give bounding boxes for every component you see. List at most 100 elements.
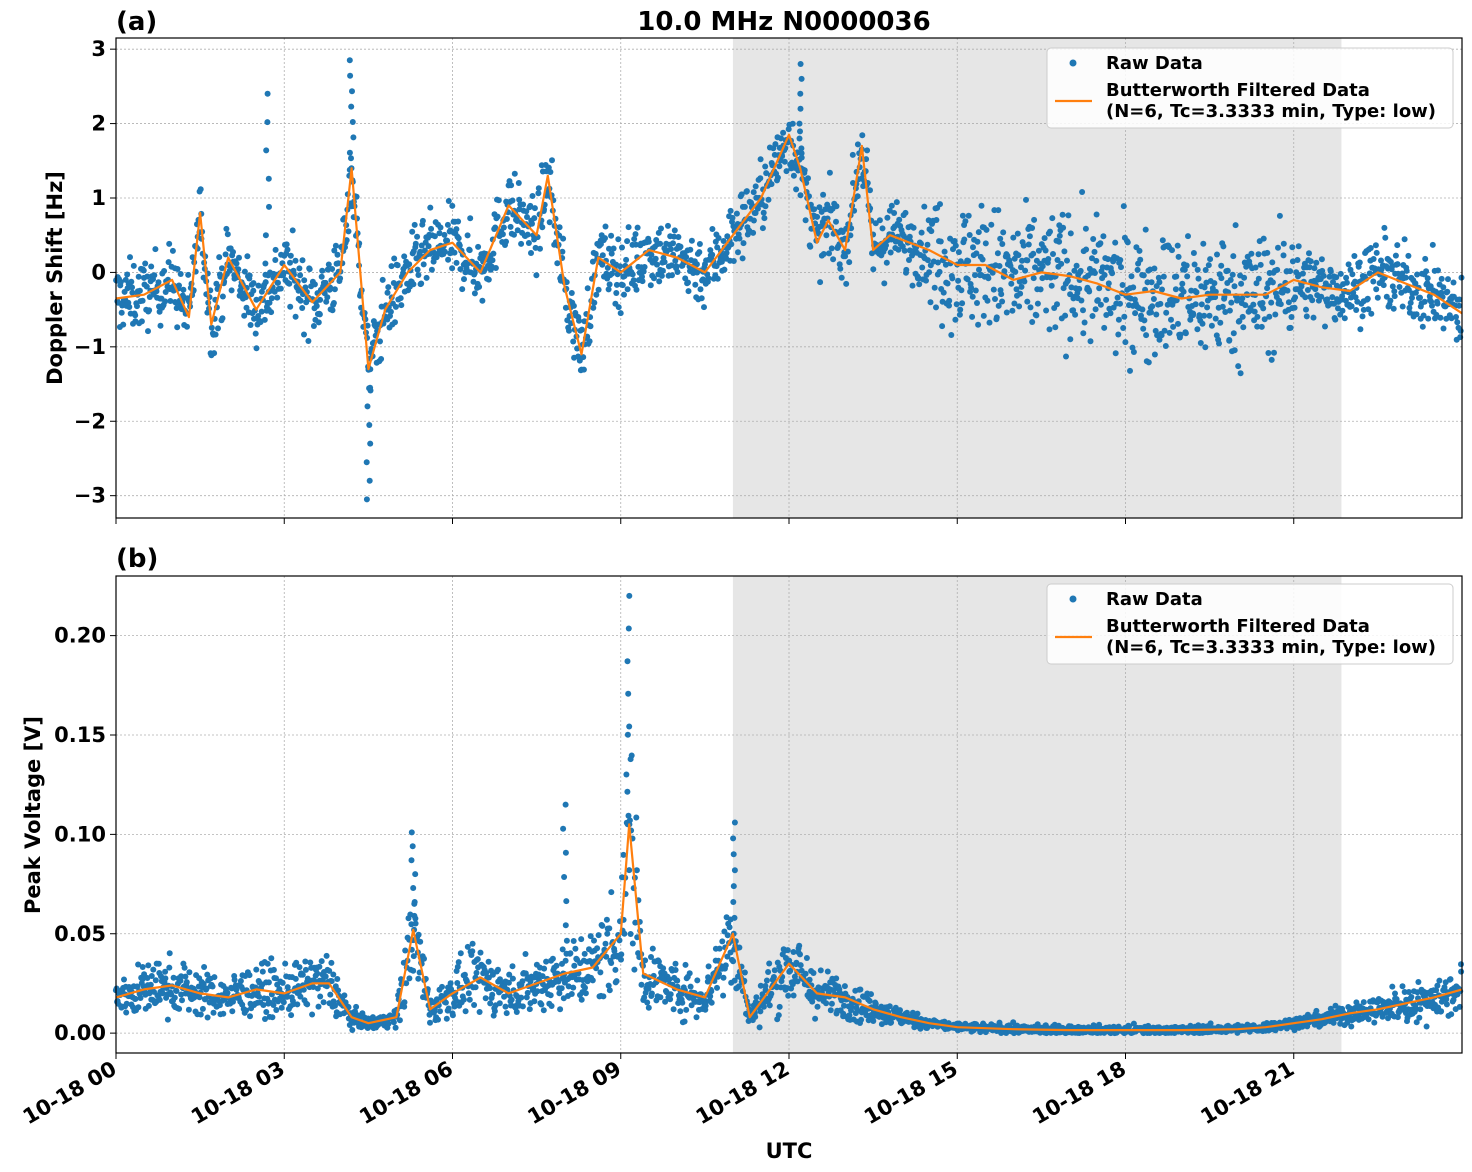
raw-data-point <box>1140 325 1147 332</box>
raw-data-point <box>128 278 135 285</box>
raw-data-point <box>301 331 307 338</box>
raw-data-point <box>235 266 242 273</box>
raw-data-point <box>219 293 226 300</box>
raw-data-point <box>560 825 567 832</box>
raw-data-point <box>563 937 570 944</box>
raw-data-point <box>420 261 427 268</box>
raw-data-point <box>714 984 720 991</box>
raw-data-point <box>317 296 324 303</box>
raw-data-point <box>926 269 933 276</box>
raw-data-point <box>604 264 611 271</box>
raw-data-point <box>444 237 451 244</box>
raw-data-point <box>401 1003 408 1010</box>
raw-data-point <box>997 235 1004 242</box>
raw-data-point <box>204 1014 211 1021</box>
raw-data-point <box>414 233 421 240</box>
raw-data-point <box>1072 311 1079 318</box>
raw-data-point <box>1401 236 1408 243</box>
raw-data-point <box>244 253 251 260</box>
raw-data-point <box>1391 288 1398 295</box>
raw-data-point <box>707 247 714 254</box>
raw-data-point <box>619 244 625 251</box>
raw-data-point <box>485 276 492 283</box>
raw-data-point <box>129 289 136 296</box>
raw-data-point <box>167 298 174 304</box>
raw-data-point <box>1049 215 1056 222</box>
raw-data-point <box>134 303 140 310</box>
raw-data-point <box>262 232 269 239</box>
raw-data-point <box>414 266 421 273</box>
raw-data-point <box>262 279 269 286</box>
raw-data-point <box>990 286 997 293</box>
raw-data-point <box>999 241 1006 247</box>
raw-data-point <box>841 1002 847 1009</box>
raw-data-point <box>287 252 294 259</box>
raw-data-point <box>318 958 325 965</box>
raw-data-point <box>780 129 787 136</box>
raw-data-point <box>1236 318 1243 324</box>
raw-data-point <box>428 225 435 232</box>
raw-data-point <box>348 103 355 110</box>
raw-data-point <box>263 147 270 154</box>
raw-data-point <box>445 198 452 204</box>
raw-data-point <box>1011 300 1018 307</box>
raw-data-point <box>933 217 940 223</box>
raw-data-point <box>425 243 432 250</box>
raw-data-point <box>310 984 317 990</box>
raw-data-point <box>838 274 845 281</box>
raw-data-point <box>535 190 542 197</box>
raw-data-point <box>736 944 743 951</box>
raw-data-point <box>794 978 801 985</box>
raw-data-point <box>326 967 333 974</box>
raw-data-point <box>415 931 422 938</box>
raw-data-point <box>377 338 383 345</box>
raw-data-point <box>1151 351 1158 358</box>
raw-data-point <box>1112 350 1119 357</box>
raw-data-point <box>683 1006 690 1013</box>
raw-data-point <box>447 980 454 987</box>
raw-data-point <box>1339 307 1346 314</box>
raw-data-point <box>1117 300 1123 307</box>
raw-data-point <box>325 261 332 268</box>
raw-data-point <box>441 231 448 238</box>
raw-data-point <box>1255 251 1262 258</box>
raw-data-point <box>568 991 575 997</box>
raw-data-point <box>1166 329 1173 336</box>
raw-data-point <box>1161 327 1168 334</box>
legend-filtered-params: (N=6, Tc=3.3333 min, Type: low) <box>1106 637 1436 658</box>
raw-data-point <box>698 295 705 302</box>
raw-data-point <box>513 1009 520 1015</box>
raw-data-point <box>547 169 554 175</box>
raw-data-point <box>323 952 330 959</box>
raw-data-point <box>1054 301 1060 308</box>
raw-data-point <box>410 885 417 891</box>
raw-data-point <box>828 245 835 252</box>
raw-data-point <box>1081 319 1088 326</box>
y-tick-label: 0.00 <box>54 1021 106 1045</box>
raw-data-point <box>259 968 266 975</box>
raw-data-point <box>718 258 725 265</box>
raw-data-point <box>595 932 602 939</box>
raw-data-point <box>503 216 510 222</box>
raw-data-point <box>870 266 877 273</box>
raw-data-point <box>1130 349 1137 355</box>
doppler-legend: Raw Data Butterworth Filtered Data (N=6,… <box>1046 47 1454 129</box>
raw-data-point <box>1205 262 1212 269</box>
raw-data-point <box>1199 320 1206 327</box>
raw-data-point <box>1050 251 1056 257</box>
raw-data-point <box>1242 302 1249 309</box>
raw-data-point <box>709 226 716 232</box>
raw-data-point <box>778 135 784 142</box>
raw-data-point <box>211 350 218 357</box>
raw-data-point <box>597 969 604 976</box>
raw-data-point <box>916 281 923 288</box>
raw-data-point <box>741 969 748 976</box>
raw-data-point <box>811 206 818 213</box>
raw-data-point <box>1192 301 1199 308</box>
raw-data-point <box>170 974 177 981</box>
raw-data-point <box>323 983 330 990</box>
raw-data-point <box>670 240 676 247</box>
raw-data-point <box>798 150 805 157</box>
raw-data-point <box>255 282 262 289</box>
raw-data-point <box>514 218 521 224</box>
